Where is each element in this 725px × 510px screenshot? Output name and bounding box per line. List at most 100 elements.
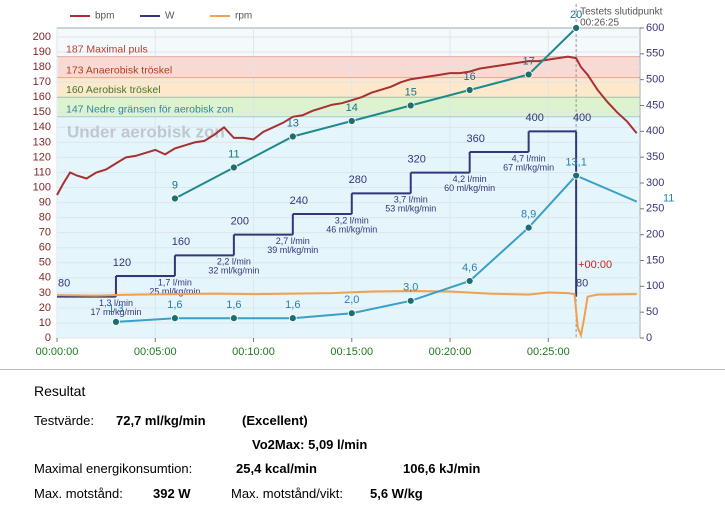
x-tick-label: 00:10:00 <box>232 346 275 358</box>
data-label: 4,6 <box>462 262 477 274</box>
x-tick-label: 00:20:00 <box>429 346 472 358</box>
stage-note: 25 ml/kg/min <box>149 286 200 296</box>
value: Vo2Max: 5,09 l/min <box>252 437 368 452</box>
series-line <box>174 27 577 200</box>
y2-tick-label: 400 <box>646 125 664 137</box>
stage-note: 2,2 l/min <box>217 257 251 267</box>
label: Max. motstånd/vikt: <box>231 486 343 501</box>
label: Max. motstånd: <box>34 486 123 501</box>
series-marker <box>288 132 297 141</box>
y2-tick-label: 500 <box>646 74 664 86</box>
y2-tick-label: 350 <box>646 151 664 163</box>
chart: 0102030405060708090100110120130140150160… <box>33 4 674 358</box>
zone-label: 187 Maximal puls <box>66 43 148 55</box>
series-marker <box>524 70 533 79</box>
data-label: 14 <box>346 102 358 114</box>
y-tick-label: 170 <box>33 76 51 88</box>
data-label: 16 <box>464 71 476 83</box>
step-label: 280 <box>349 174 367 186</box>
series-marker <box>347 309 356 318</box>
stage-note: 2,7 l/min <box>276 236 310 246</box>
step-label: 120 <box>113 257 131 269</box>
series-line <box>56 289 637 339</box>
y-tick-label: 200 <box>33 31 51 43</box>
y-tick-label: 80 <box>39 212 51 224</box>
zone-note: Under aerobisk zon <box>67 122 225 141</box>
y2-tick-label: 0 <box>646 332 652 344</box>
series-marker <box>572 171 581 180</box>
y-tick-label: 0 <box>45 332 51 344</box>
data-label: 1,6 <box>285 299 300 311</box>
y-tick-label: 20 <box>39 302 51 314</box>
y-tick-label: 160 <box>33 91 51 103</box>
series-marker <box>229 314 238 323</box>
rating: (Excellent) <box>242 413 308 428</box>
stage-note: 3,7 l/min <box>394 195 428 205</box>
data-label: 11 <box>228 148 239 160</box>
data-label: 13 <box>287 117 299 129</box>
value: 25,4 kcal/min <box>236 461 317 476</box>
y2-tick-label: 250 <box>646 203 664 215</box>
y-tick-label: 100 <box>33 181 51 193</box>
y-tick-label: 140 <box>33 121 51 133</box>
value: 5,6 W/kg <box>370 486 423 501</box>
step-label: 400 <box>573 112 591 124</box>
value: 392 W <box>153 486 191 501</box>
y-tick-label: 190 <box>33 46 51 58</box>
step-label: 160 <box>172 236 190 248</box>
y2-tick-label: 200 <box>646 229 664 241</box>
step-label: 80 <box>576 278 588 290</box>
step-label: 240 <box>290 195 308 207</box>
y-tick-label: 30 <box>39 287 51 299</box>
y-tick-label: 110 <box>33 166 51 178</box>
y-tick-label: 70 <box>39 227 51 239</box>
stage-note: 17 ml/kg/min <box>90 307 141 317</box>
step-label: 360 <box>467 133 485 145</box>
data-label: 17 <box>523 55 535 67</box>
y2-tick-label: 100 <box>646 280 664 292</box>
stage-note: 1,3 l/min <box>99 298 133 308</box>
series-marker <box>171 194 179 203</box>
series-marker <box>465 277 474 285</box>
legend-label: W <box>165 11 175 22</box>
stage-note: 46 ml/kg/min <box>326 224 377 234</box>
step-label: 320 <box>408 154 426 166</box>
series-marker <box>171 314 179 323</box>
x-tick-label: 00:25:00 <box>527 346 570 358</box>
stage-note: 32 ml/kg/min <box>208 266 259 276</box>
y2-tick-label: 450 <box>646 99 664 111</box>
data-label: 20 <box>570 9 582 21</box>
y2-tick-label: 600 <box>646 22 664 34</box>
y-tick-label: 120 <box>33 151 51 163</box>
stage-note: 53 ml/kg/min <box>385 204 436 214</box>
data-label: 1,6 <box>226 299 241 311</box>
y2-tick-label: 300 <box>646 177 664 189</box>
stage-note: 1,7 l/min <box>158 277 192 287</box>
label: Testvärde: <box>34 413 94 428</box>
step-label: 400 <box>525 112 543 124</box>
y-tick-label: 40 <box>39 272 51 284</box>
stage-note: 4,7 l/min <box>512 153 546 163</box>
data-label: 9 <box>172 179 178 191</box>
y-tick-label: 10 <box>39 317 51 329</box>
series-marker <box>229 163 238 172</box>
label: Maximal energikonsumtion: <box>34 461 193 476</box>
value: 106,6 kJ/min <box>403 461 481 476</box>
x-tick-label: 00:15:00 <box>330 346 373 358</box>
stage-note: 3,2 l/min <box>335 215 369 225</box>
stage-note: 4,2 l/min <box>453 174 487 184</box>
series-line <box>115 174 638 323</box>
series-line <box>56 55 638 196</box>
stage-note: 67 ml/kg/min <box>503 162 554 172</box>
zone-label: 173 Anaerobisk tröskel <box>66 64 172 76</box>
data-label: 11 <box>663 193 674 205</box>
y2-tick-label: 550 <box>646 48 664 60</box>
stage-note: 39 ml/kg/min <box>267 245 318 255</box>
series-marker <box>524 223 533 232</box>
end-marker-time: 00:26:25 <box>580 18 619 29</box>
data-label: 1,6 <box>167 299 182 311</box>
series-marker <box>112 317 120 326</box>
series-marker <box>406 296 415 305</box>
legend-label: rpm <box>235 11 252 22</box>
